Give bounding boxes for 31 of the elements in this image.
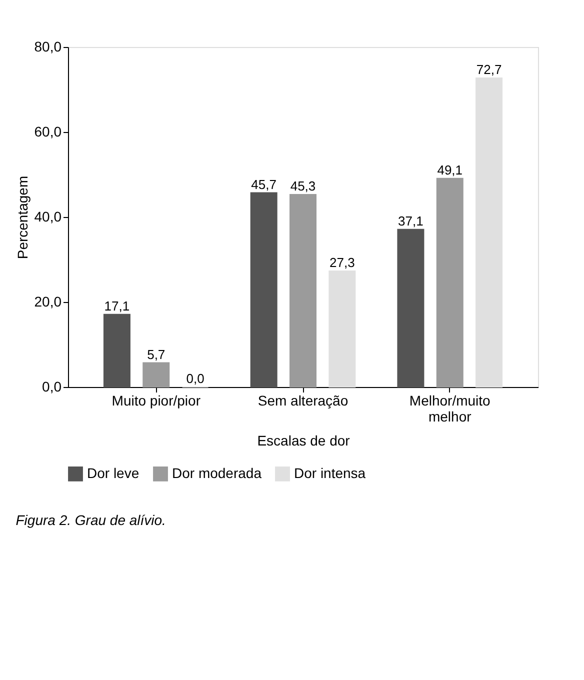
- data-label: 45,3: [290, 178, 316, 194]
- y-tick-label: 40,0: [34, 208, 62, 224]
- data-label: 37,1: [398, 213, 424, 228]
- x-tick-label: Sem alteração: [258, 392, 348, 408]
- data-label: 0,0: [186, 371, 204, 386]
- bar: [142, 362, 170, 388]
- y-axis-title: Percentagem: [14, 176, 30, 260]
- bar: [290, 194, 316, 388]
- y-tick-label: 80,0: [34, 38, 62, 54]
- data-label: 49,1: [437, 162, 463, 178]
- x-tick-label: Melhor/muito melhor: [409, 392, 491, 424]
- x-axis-title: Escalas de dor: [257, 432, 350, 448]
- bar: [103, 314, 130, 388]
- y-tick-label: 0,0: [42, 378, 62, 394]
- bar: [328, 270, 356, 388]
- data-label: 45,7: [251, 176, 276, 192]
- data-label: 5,7: [147, 346, 166, 362]
- bar: [397, 228, 424, 388]
- bar: [436, 178, 464, 388]
- data-label: 17,1: [104, 298, 130, 314]
- y-tick-label: 60,0: [34, 124, 62, 140]
- legend-label: Dor intensa: [294, 464, 366, 481]
- bar: [250, 192, 278, 388]
- data-label: 72,7: [476, 62, 502, 78]
- data-label: 27,3: [330, 254, 355, 270]
- text: Figura 2. Grau de alívio.: [16, 512, 166, 528]
- legend-label: Dor leve: [87, 464, 140, 481]
- legend-label: Dor moderada: [172, 464, 262, 481]
- y-tick-label: 20,0: [34, 294, 62, 310]
- x-tick-label: Muito pior/pior: [112, 392, 201, 408]
- bar: [476, 78, 503, 388]
